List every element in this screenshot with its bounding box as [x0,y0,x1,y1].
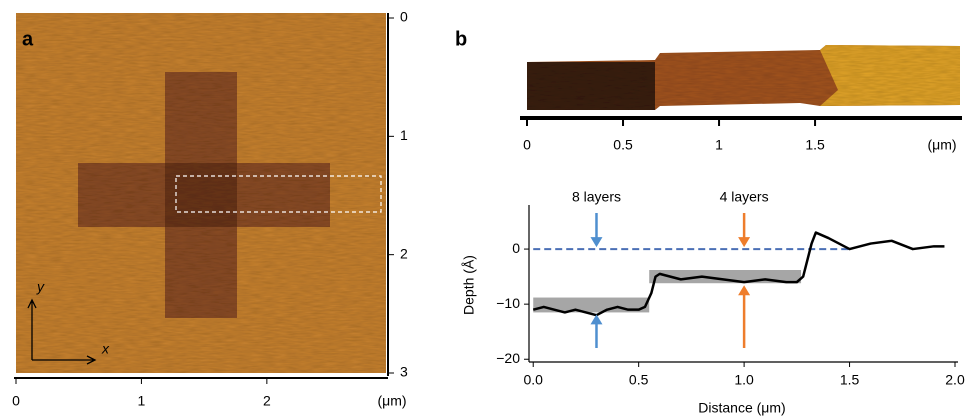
arrow-label: y [36,279,45,295]
arrow-label: x [101,341,110,357]
annotation-arrowhead [738,237,751,248]
x-unit: (μm) [927,137,956,153]
y-tick-label: −10 [496,295,520,311]
annotation-arrowhead [590,314,603,325]
x-tick-label: 0.5 [629,372,649,388]
x-tick-label: 0 [523,137,531,153]
x-tick-label: 1.0 [734,372,754,388]
axes-arrows [27,298,97,365]
x-tick-label: 1 [138,393,146,409]
annotation: 4 layers [720,189,769,205]
annotation: 8 layers [572,189,621,205]
y-tick-label: −20 [496,350,520,366]
x-tick-label: 0 [12,393,20,409]
annotation-arrowhead [738,285,751,296]
y-tick-label: 1 [400,127,408,143]
panel-label: b [455,28,467,50]
selection-box [175,175,382,213]
afm-image [16,13,386,373]
annotation-arrowhead [590,237,603,248]
x-tick-label: 1.5 [805,137,825,153]
y-axis-label: Depth (Å) [461,255,477,315]
render-3d [527,45,960,110]
x-tick-label: 2 [263,393,271,409]
y-tick-label: 3 [400,364,408,380]
profile-line [532,231,945,317]
x-tick-label: 1 [715,137,723,153]
y-tick-label: 2 [400,245,408,261]
x-tick-label: 1.5 [840,372,860,388]
panel-label: a [22,28,34,50]
x-tick-label: 0.5 [613,137,633,153]
x-tick-label: 0.0 [523,372,543,388]
y-tick-label: 0 [512,240,520,256]
x-tick-label: 2.0 [945,372,965,388]
x-unit: (μm) [377,393,406,409]
x-axis-label: Distance (μm) [698,400,785,416]
y-tick-label: 0 [400,9,408,25]
